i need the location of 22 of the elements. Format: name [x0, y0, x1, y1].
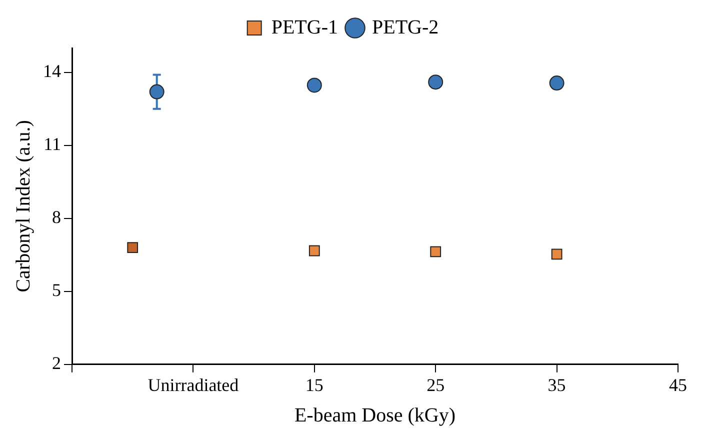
point [549, 76, 564, 91]
y-tick-label: 5 [52, 280, 61, 300]
x-tick-label: Unirradiated [148, 374, 239, 395]
y-tick-label: 14 [43, 61, 61, 82]
legend-label: PETG-2 [372, 16, 439, 38]
x-tick-label: 25 [426, 374, 445, 395]
y-tick-label: 8 [52, 207, 61, 228]
legend-label: PETG-1 [271, 16, 338, 38]
y-tick-label: 2 [52, 353, 61, 374]
point [127, 242, 138, 254]
x-tick-label: 45 [669, 374, 687, 395]
point [149, 84, 164, 100]
point [306, 78, 322, 93]
y-tick-label: 11 [44, 134, 61, 154]
x-axis-title: E-beam Dose (kGy) [294, 404, 456, 426]
x-tick-label: 15 [305, 374, 324, 395]
y-axis-title: Carbonyl Index (a.u.) [12, 120, 34, 292]
point [428, 74, 444, 90]
x-tick-label: 35 [548, 374, 566, 395]
point [430, 246, 442, 258]
point [551, 248, 562, 260]
point [308, 245, 320, 256]
